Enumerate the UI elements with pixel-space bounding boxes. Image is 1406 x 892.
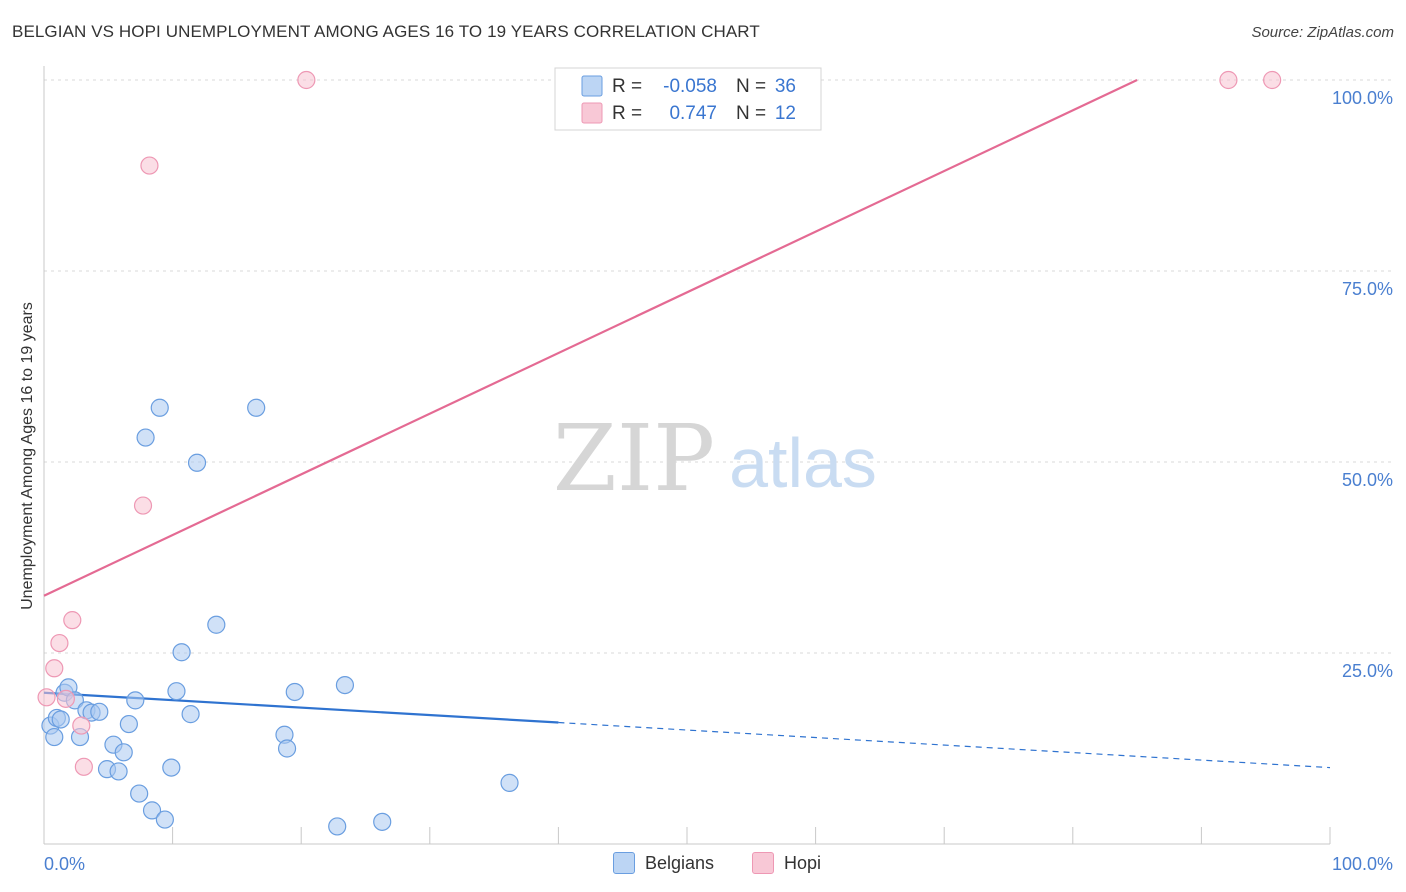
series-legend-label-belgians: Belgians: [645, 852, 715, 873]
point-belgians-28: [247, 398, 266, 417]
point-belgians-25: [181, 705, 200, 724]
point-hopi-8: [140, 156, 159, 175]
point-belgians-19: [142, 801, 162, 820]
point-hopi-9: [297, 70, 316, 90]
point-belgians-30: [277, 739, 297, 758]
point-belgians-22: [162, 758, 181, 777]
legend-swatch-belgians: [581, 75, 603, 97]
legend-r-label-hopi: R =: [612, 103, 642, 124]
point-belgians-13: [109, 762, 128, 781]
legend-n-label-belgians: N =: [736, 76, 766, 97]
point-belgians-35: [500, 773, 519, 792]
source-label: Source: ZipAtlas.com: [1251, 24, 1394, 41]
point-belgians-1: [45, 727, 64, 747]
series-legend-swatch-hopi: [752, 852, 774, 874]
legend-r-value-hopi: 0.747: [669, 103, 717, 124]
legend-r-label-belgians: R =: [612, 76, 642, 97]
y-tick-label-1: 50.0%: [1342, 470, 1393, 490]
point-hopi-6: [74, 757, 93, 776]
point-hopi-7: [133, 496, 153, 515]
point-belgians-20: [150, 398, 169, 417]
point-hopi-0: [37, 688, 56, 707]
grid-layer: [44, 79, 1395, 654]
point-belgians-27: [207, 615, 226, 634]
correlation-legend: R = -0.058 N = 36 R = 0.747 N = 12: [554, 67, 822, 131]
axes-layer: 25.0% 50.0% 75.0% 100.0%: [43, 66, 1393, 845]
trend-line-dashed-belgians: [558, 721, 1331, 769]
point-belgians-15: [119, 714, 138, 734]
x-tick-label-min: 0.0%: [44, 854, 85, 874]
legend-n-value-hopi: 12: [775, 103, 796, 124]
chart-title: BELGIAN VS HOPI UNEMPLOYMENT AMONG AGES …: [12, 22, 760, 41]
point-belgians-10: [90, 702, 109, 721]
point-belgians-26: [187, 453, 207, 472]
point-hopi-4: [63, 611, 82, 630]
point-belgians-24: [172, 643, 191, 662]
legend-n-value-belgians: 36: [775, 76, 796, 97]
point-belgians-3: [51, 710, 70, 729]
point-hopi-5: [72, 716, 91, 735]
point-belgians-21: [155, 810, 174, 829]
point-belgians-14: [114, 743, 133, 762]
point-belgians-23: [167, 682, 186, 701]
point-belgians-31: [285, 682, 304, 702]
point-hopi-3: [56, 689, 75, 708]
series-legend: Belgians Hopi: [0, 850, 1406, 880]
legend-r-value-belgians: -0.058: [663, 76, 717, 97]
legend-n-label-hopi: N =: [736, 103, 766, 124]
trend-line-hopi: [43, 79, 1138, 597]
series-legend-hopi[interactable]: Hopi: [752, 852, 821, 874]
point-belgians-33: [335, 675, 355, 695]
y-tick-label-0: 25.0%: [1342, 661, 1393, 681]
y-tick-label-2: 75.0%: [1342, 279, 1393, 299]
point-hopi-10: [1219, 70, 1238, 90]
point-belgians-16: [126, 691, 145, 710]
legend-swatch-hopi: [581, 102, 603, 124]
point-hopi-11: [1263, 70, 1282, 90]
watermark-atlas: atlas: [729, 424, 877, 502]
watermark: ZIP atlas: [553, 405, 877, 512]
point-hopi-2: [50, 633, 69, 653]
point-hopi-1: [45, 659, 64, 678]
point-belgians-34: [373, 812, 392, 831]
y-tick-label-3: 100.0%: [1332, 88, 1393, 108]
series-legend-label-hopi: Hopi: [784, 852, 822, 873]
point-belgians-17: [130, 784, 149, 803]
series-legend-swatch-belgians: [613, 852, 635, 874]
watermark-zip: ZIP: [553, 405, 715, 512]
series-legend-belgians[interactable]: Belgians: [613, 852, 714, 874]
x-tick-label-max: 100.0%: [1332, 854, 1393, 874]
points-layer: [37, 70, 1282, 836]
point-belgians-32: [328, 817, 347, 836]
point-belgians-18: [136, 428, 155, 447]
